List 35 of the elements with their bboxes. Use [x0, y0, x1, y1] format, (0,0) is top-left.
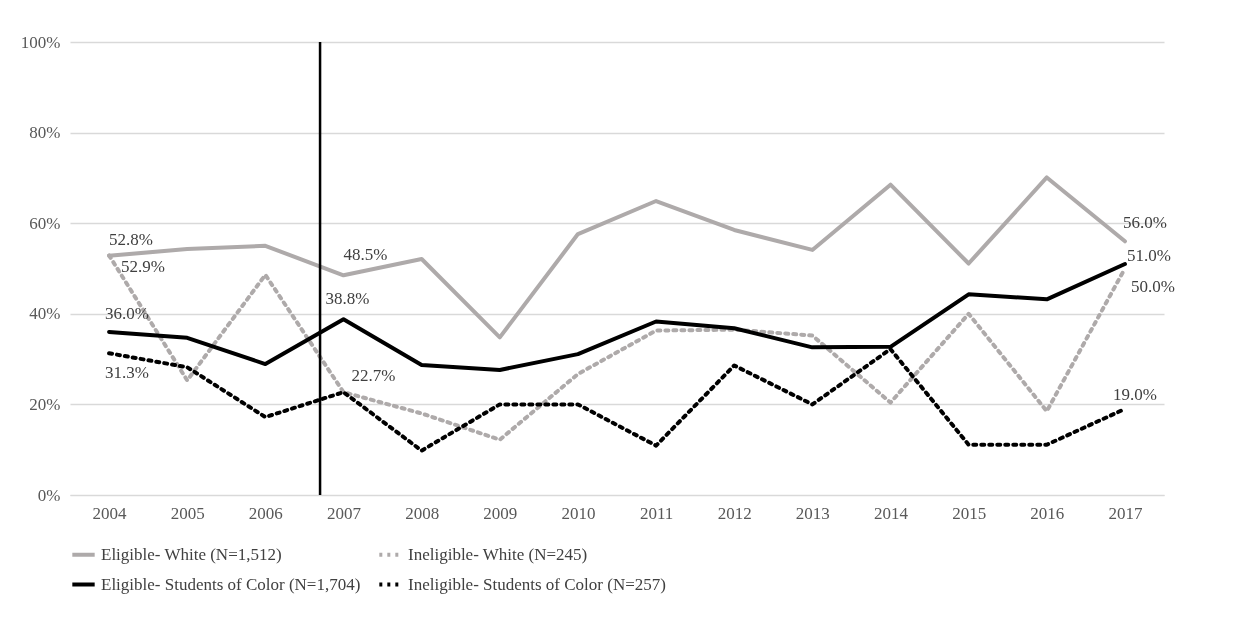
x-tick-label: 2004: [92, 503, 128, 523]
x-tick-label: 2010: [561, 503, 596, 523]
x-tick-label: 2017: [1108, 503, 1143, 523]
x-tick-label: 2015: [952, 503, 987, 523]
data-label: 52.8%: [109, 229, 153, 249]
data-label: 22.7%: [351, 366, 396, 386]
data-label: 52.9%: [121, 257, 165, 277]
y-tick-label: 100%: [20, 32, 61, 52]
legend-label: Ineligible- Students of Color (N=257): [408, 574, 666, 594]
data-label: 19.0%: [1112, 384, 1157, 404]
x-tick-label: 2011: [639, 503, 674, 523]
x-tick-label: 2013: [795, 503, 830, 523]
data-label: 50.0%: [1130, 276, 1175, 296]
x-tick-label: 2009: [483, 503, 518, 523]
legend-label: Eligible- Students of Color (N=1,704): [101, 574, 361, 594]
legend-label: Eligible- White (N=1,512): [101, 544, 282, 564]
legend-label: Ineligible- White (N=245): [408, 544, 588, 564]
y-tick-label: 40%: [29, 304, 61, 324]
x-tick-label: 2014: [874, 503, 909, 523]
x-tick-label: 2016: [1030, 503, 1065, 523]
x-tick-label: 2007: [327, 503, 362, 523]
x-tick-label: 2008: [405, 503, 440, 523]
x-tick-label: 2005: [170, 503, 205, 523]
y-tick-label: 60%: [29, 213, 61, 233]
data-label: 48.5%: [343, 245, 388, 265]
y-tick-label: 80%: [29, 123, 61, 143]
data-label: 38.8%: [325, 289, 370, 309]
x-tick-label: 2012: [717, 503, 752, 523]
x-tick-label: 2006: [248, 503, 283, 523]
y-tick-label: 20%: [29, 394, 61, 414]
data-label: 56.0%: [1122, 213, 1167, 233]
data-label: 31.3%: [105, 363, 149, 383]
y-tick-label: 0%: [37, 485, 61, 505]
data-label: 36.0%: [105, 303, 149, 323]
data-label: 51.0%: [1126, 245, 1171, 265]
